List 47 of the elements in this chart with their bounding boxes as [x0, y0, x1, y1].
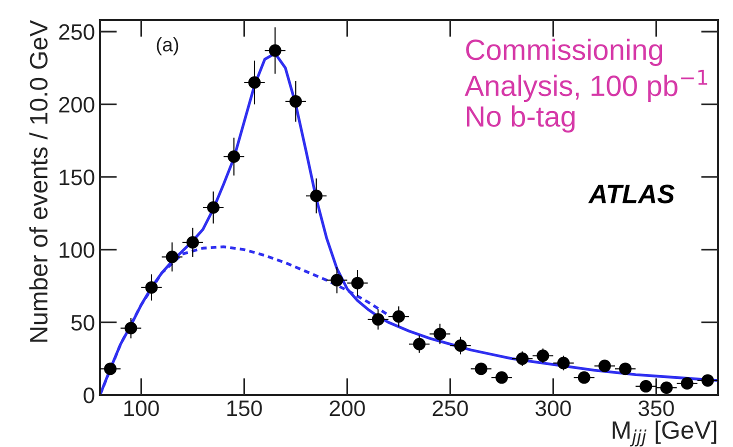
- point: [557, 356, 570, 370]
- point: [207, 201, 220, 214]
- point: [474, 362, 488, 376]
- point: [392, 310, 405, 323]
- point: [701, 374, 714, 387]
- point: [248, 76, 261, 89]
- annotation: (a): [156, 37, 178, 56]
- point: [660, 381, 673, 394]
- x-tick-label: 150: [227, 400, 262, 416]
- annotation: ATLAS: [588, 184, 674, 204]
- x-tick-label: 100: [124, 400, 159, 416]
- x-tick-label: 300: [536, 400, 571, 416]
- y-tick-label: 50: [71, 314, 94, 331]
- point: [351, 276, 364, 290]
- y-tick-label: 100: [60, 242, 94, 258]
- point: [536, 350, 550, 362]
- point: [619, 362, 632, 376]
- point: [640, 380, 652, 393]
- point: [268, 44, 282, 57]
- point: [454, 339, 467, 352]
- y-tick-label: 0: [84, 388, 94, 404]
- text: Commissioning Analysis, 100 pb$^{−1}$ No b-tag: [464, 38, 708, 133]
- point: [330, 274, 344, 286]
- point: [434, 328, 446, 340]
- point: [578, 371, 590, 384]
- x-tick-label: 350: [638, 400, 674, 416]
- point: [680, 377, 694, 390]
- point: [372, 313, 384, 326]
- y-tick-label: 200: [59, 96, 94, 113]
- point: [310, 190, 323, 202]
- point: [124, 322, 138, 334]
- point: [228, 150, 240, 163]
- y-tick-label: 150: [60, 170, 94, 186]
- point: [289, 95, 302, 108]
- point: [166, 250, 178, 264]
- x-tick-label: 200: [330, 400, 365, 416]
- point: [495, 371, 508, 384]
- point: [145, 281, 158, 294]
- x-tick-label: 250: [432, 400, 468, 416]
- point: [598, 360, 611, 372]
- x-axis-title: M$_{jjj}$ [GeV]: [612, 420, 716, 446]
- point: [186, 236, 199, 249]
- y-axis-title: Number of events / 10.0 GeV: [29, 20, 48, 342]
- point: [516, 352, 529, 365]
- y-tick-label: 250: [59, 24, 94, 40]
- point: [104, 362, 117, 376]
- point: [413, 338, 426, 350]
